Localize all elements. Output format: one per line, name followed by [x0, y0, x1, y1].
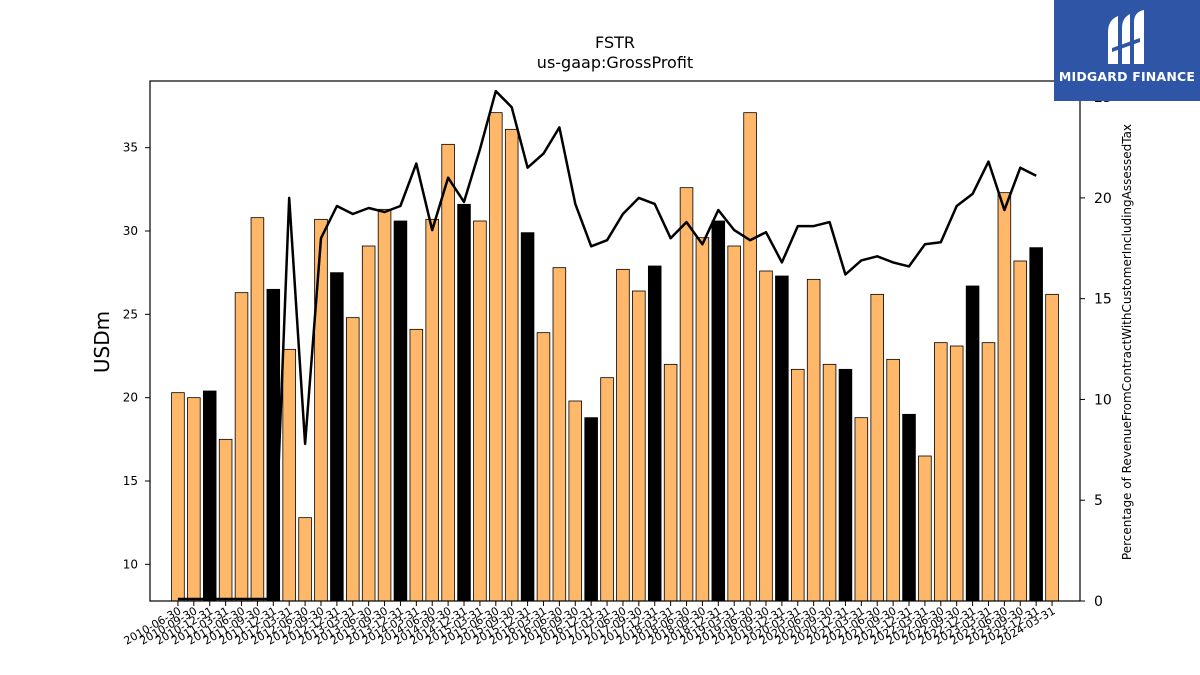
y2-tick-label: 0 [1094, 594, 1103, 610]
y-tick-label: 10 [123, 557, 138, 571]
bar [393, 220, 408, 602]
bar [965, 285, 980, 602]
bar [218, 438, 233, 602]
bar [854, 417, 869, 602]
bar [361, 245, 376, 602]
bar [314, 218, 328, 602]
bar [775, 275, 789, 602]
bar [822, 363, 837, 602]
bar [457, 203, 471, 602]
bar [695, 237, 710, 602]
y-axis-label: USDm [90, 311, 114, 373]
brand-name: MIDGARD FINANCE [1058, 69, 1196, 84]
bar [600, 377, 614, 602]
bar [1013, 260, 1028, 602]
bar [504, 128, 519, 602]
axes-group: 10152025303505101520252010-06-302010-09-… [122, 80, 1112, 648]
bar [806, 278, 821, 602]
bar [171, 392, 185, 602]
midgard-logo-icon [1108, 10, 1144, 64]
y-tick-label: 15 [123, 474, 138, 488]
bar [473, 220, 487, 602]
bar [536, 332, 551, 602]
bar [489, 112, 503, 602]
series-line [177, 89, 1037, 601]
y2-axis-label: Percentage of RevenueFromContractWithCus… [1120, 124, 1134, 560]
bar [616, 268, 630, 602]
chart-subtitle: us-gaap:GrossProfit [537, 53, 693, 72]
bar [663, 363, 678, 602]
plot-frame [149, 80, 1081, 602]
bar [1029, 247, 1043, 602]
bar [552, 267, 567, 602]
y2-tick-label: 15 [1094, 292, 1112, 308]
bar [838, 368, 853, 602]
bar [250, 217, 265, 602]
bar [679, 187, 694, 602]
y-tick-label: 35 [123, 141, 138, 155]
bar [346, 317, 360, 602]
y2-tick-label: 10 [1094, 392, 1112, 408]
bar [934, 342, 948, 602]
bar [632, 290, 646, 602]
bars-group [171, 112, 1059, 602]
y-tick-label: 25 [123, 307, 138, 321]
bar [202, 390, 217, 602]
bar [282, 348, 296, 602]
bar [981, 342, 996, 602]
bar [647, 265, 662, 602]
bar [187, 397, 201, 602]
y-tick-label: 30 [123, 224, 138, 238]
line-group [177, 89, 1037, 601]
bar [711, 220, 726, 602]
brand-logo: MIDGARD FINANCE [1054, 0, 1200, 101]
bar [377, 208, 392, 602]
chart-title: FSTR [595, 33, 635, 52]
bar [791, 368, 805, 602]
bar [409, 328, 424, 602]
bar [234, 292, 249, 602]
bar [759, 270, 773, 602]
y2-tick-label: 20 [1094, 191, 1112, 207]
bar [520, 232, 535, 602]
bar [568, 400, 583, 602]
bar [918, 455, 932, 602]
bar [330, 272, 344, 602]
bar [441, 143, 455, 602]
bar [997, 192, 1012, 602]
bar [727, 245, 741, 602]
bar [886, 358, 900, 602]
y-tick-label: 20 [123, 391, 138, 405]
bar [584, 417, 598, 602]
bar [870, 293, 884, 602]
bar [266, 288, 281, 602]
bar [949, 345, 964, 602]
bar [743, 112, 757, 602]
bar [902, 413, 916, 602]
bar [298, 517, 312, 602]
bar [1045, 293, 1059, 602]
bar [425, 218, 439, 602]
y2-tick-label: 5 [1094, 493, 1103, 509]
